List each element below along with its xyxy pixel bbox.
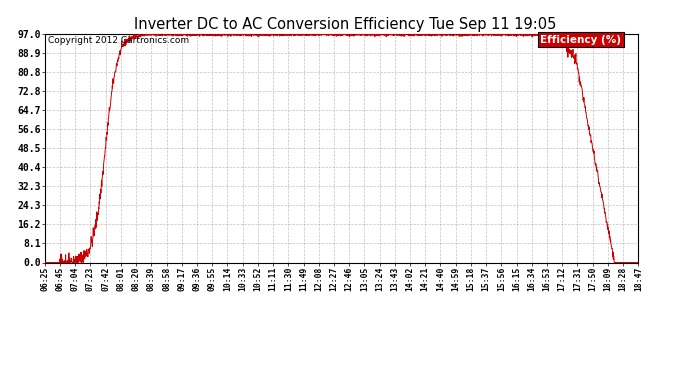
Text: Efficiency (%): Efficiency (%) — [540, 35, 621, 45]
Text: Inverter DC to AC Conversion Efficiency Tue Sep 11 19:05: Inverter DC to AC Conversion Efficiency … — [134, 17, 556, 32]
Text: Copyright 2012 Cartronics.com: Copyright 2012 Cartronics.com — [48, 36, 189, 45]
